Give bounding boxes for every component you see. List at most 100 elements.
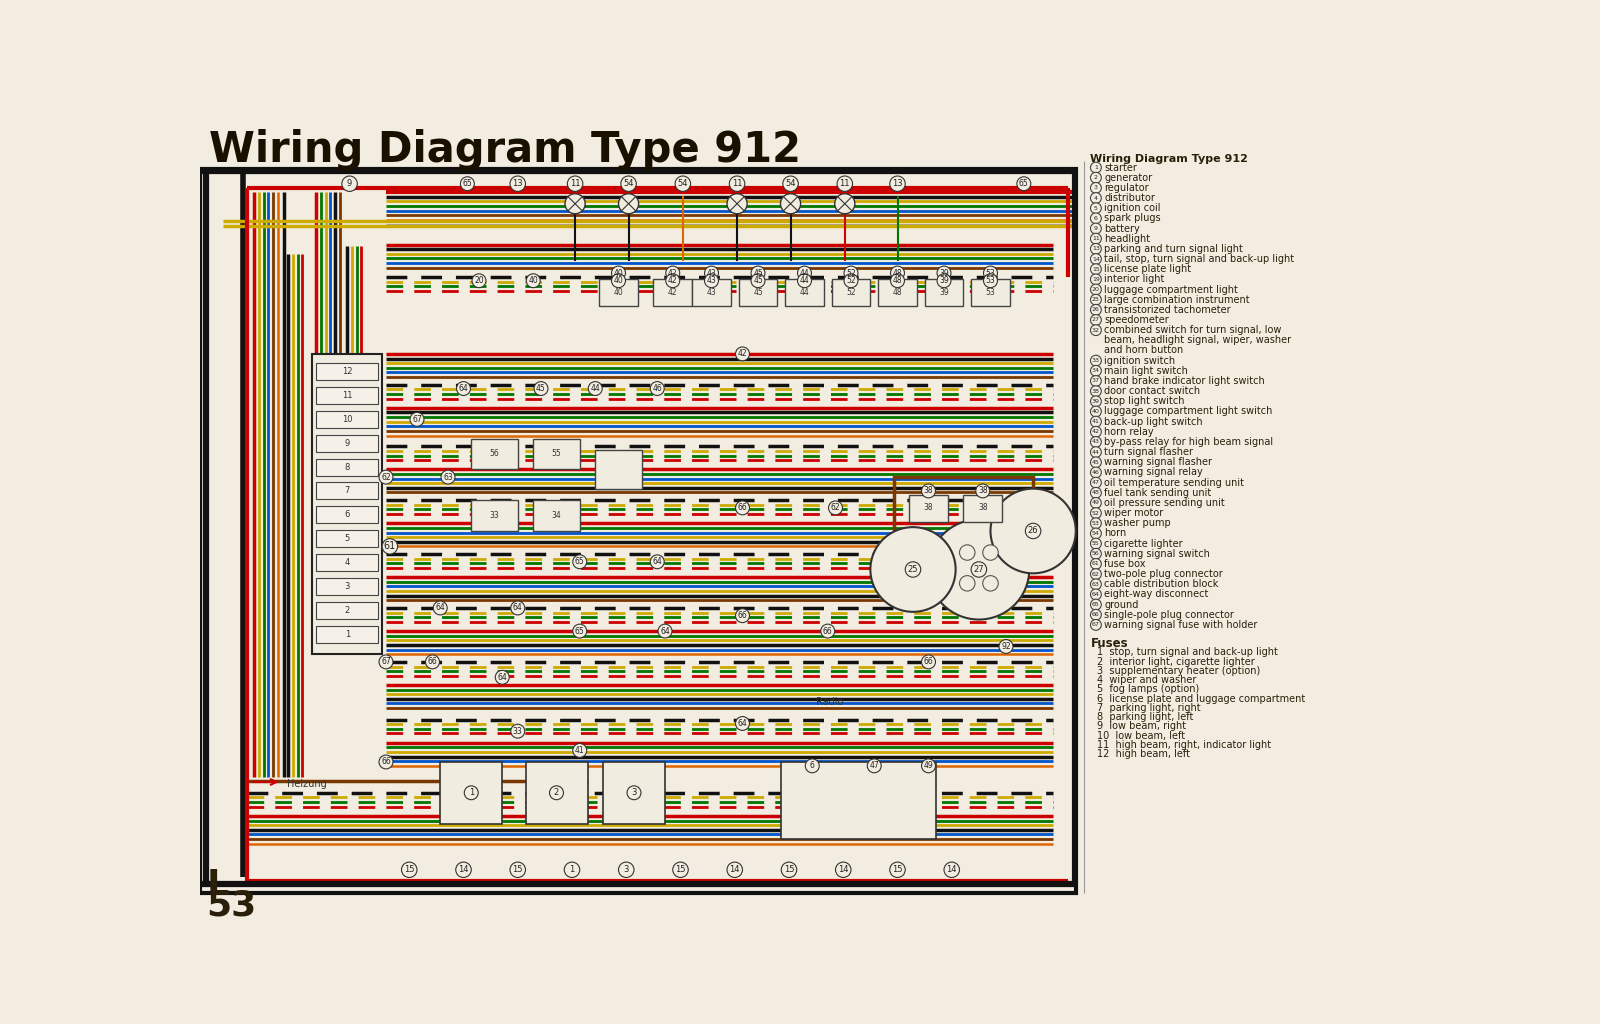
Text: 4: 4 (344, 558, 350, 567)
Text: battery: battery (1104, 223, 1141, 233)
Bar (653, 280, 693, 306)
Circle shape (675, 176, 691, 191)
Circle shape (1091, 314, 1101, 326)
Bar (317, 459, 378, 475)
Circle shape (982, 545, 998, 560)
Text: 39: 39 (939, 288, 949, 297)
Bar (786, 280, 824, 306)
Circle shape (456, 382, 470, 395)
Bar (440, 762, 502, 823)
Circle shape (1091, 539, 1101, 549)
Circle shape (1091, 549, 1101, 559)
Text: 7  parking light, right: 7 parking light, right (1098, 702, 1202, 713)
Text: 53: 53 (1091, 521, 1099, 525)
Circle shape (1091, 528, 1101, 539)
Text: large combination instrument: large combination instrument (1104, 295, 1250, 305)
Circle shape (1091, 589, 1101, 600)
Text: 45: 45 (754, 276, 763, 286)
Text: Wiring Diagram Type 912: Wiring Diagram Type 912 (210, 129, 802, 171)
Text: 56: 56 (1093, 551, 1099, 556)
Bar (832, 280, 870, 306)
Text: 34: 34 (1091, 369, 1099, 374)
Text: 11: 11 (731, 179, 742, 188)
Text: 27: 27 (973, 565, 984, 574)
Bar (693, 280, 731, 306)
Text: 48: 48 (893, 288, 902, 297)
Text: 64: 64 (435, 603, 445, 612)
Text: 53: 53 (206, 888, 256, 923)
Text: L: L (206, 868, 229, 902)
Circle shape (1091, 264, 1101, 274)
Circle shape (1091, 436, 1101, 447)
Circle shape (510, 601, 525, 614)
Text: oil temperature sending unit: oil temperature sending unit (1104, 477, 1245, 487)
Bar (317, 506, 378, 523)
Text: Fuses: Fuses (1091, 637, 1130, 649)
Circle shape (496, 671, 509, 684)
Text: 4: 4 (1094, 196, 1098, 201)
Circle shape (1091, 203, 1101, 214)
Text: 38: 38 (923, 504, 933, 512)
Bar (317, 554, 378, 571)
Text: 64: 64 (661, 627, 670, 636)
Bar (317, 626, 378, 643)
Text: 40: 40 (614, 276, 624, 286)
Text: 66: 66 (1093, 612, 1099, 617)
Circle shape (1026, 523, 1042, 539)
Text: headlight: headlight (1104, 233, 1150, 244)
Text: 2: 2 (1094, 175, 1098, 180)
Text: 6: 6 (810, 761, 814, 770)
Circle shape (976, 484, 990, 498)
Text: horn: horn (1104, 528, 1126, 539)
Circle shape (472, 273, 486, 288)
Bar (598, 280, 638, 306)
Text: 47: 47 (869, 761, 878, 770)
Text: 9  low beam, right: 9 low beam, right (1098, 721, 1187, 731)
Circle shape (426, 655, 440, 669)
Bar (603, 762, 666, 823)
Circle shape (379, 755, 394, 769)
Circle shape (1091, 518, 1101, 528)
Text: 66: 66 (381, 758, 390, 767)
Text: 64: 64 (1091, 592, 1099, 597)
Circle shape (382, 539, 398, 554)
Text: 8: 8 (344, 463, 350, 472)
Circle shape (549, 785, 563, 800)
Text: oil pressure sending unit: oil pressure sending unit (1104, 498, 1226, 508)
Text: 12  high beam, left: 12 high beam, left (1098, 749, 1190, 759)
Text: 14: 14 (947, 865, 957, 874)
Circle shape (573, 555, 587, 568)
Text: 65: 65 (574, 557, 584, 566)
Text: 61: 61 (384, 542, 397, 551)
Circle shape (510, 724, 525, 738)
Text: 44: 44 (800, 268, 810, 278)
Circle shape (922, 759, 936, 773)
Circle shape (1091, 193, 1101, 204)
Bar (317, 411, 378, 428)
Bar (533, 500, 579, 531)
Text: 2  interior light, cigarette lighter: 2 interior light, cigarette lighter (1098, 656, 1256, 667)
Text: 42: 42 (667, 276, 677, 286)
Circle shape (1091, 568, 1101, 580)
Circle shape (736, 501, 749, 515)
Circle shape (982, 575, 998, 591)
Circle shape (1091, 376, 1101, 386)
Text: 3: 3 (1094, 185, 1098, 190)
Circle shape (928, 519, 1029, 620)
Text: license plate light: license plate light (1104, 264, 1192, 274)
Text: 48: 48 (893, 268, 902, 278)
Text: 8  parking light, left: 8 parking light, left (1098, 712, 1194, 722)
Text: generator: generator (1104, 173, 1152, 182)
Text: 43: 43 (1091, 439, 1099, 444)
Text: luggage compartment light switch: luggage compartment light switch (1104, 407, 1274, 417)
Text: 38: 38 (923, 486, 933, 496)
Circle shape (736, 608, 749, 623)
Text: 38: 38 (978, 486, 987, 496)
Text: by-pass relay for high beam signal: by-pass relay for high beam signal (1104, 437, 1274, 446)
Text: two-pole plug connector: two-pole plug connector (1104, 569, 1222, 580)
Text: 62: 62 (1091, 571, 1099, 577)
Circle shape (461, 177, 474, 190)
Circle shape (410, 413, 424, 426)
Circle shape (1091, 355, 1101, 366)
Bar (971, 280, 1010, 306)
